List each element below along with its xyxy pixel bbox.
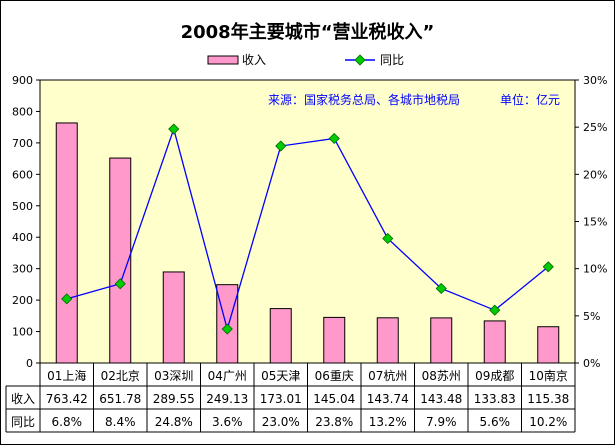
- y-right-tick-label: 10%: [583, 263, 607, 276]
- category-label: 01上海: [47, 368, 86, 383]
- table-cell-income: 143.74: [367, 392, 409, 406]
- table-cell-yoy: 7.9%: [426, 415, 457, 429]
- table-cell-income: 173.01: [260, 392, 302, 406]
- bar-07杭州: [376, 317, 399, 364]
- table-row-label-yoy: 同比: [11, 415, 35, 429]
- bar-02北京: [109, 157, 132, 364]
- category-label: 06重庆: [315, 369, 354, 383]
- bar-03深圳: [162, 271, 185, 364]
- table-cell-yoy: 6.8%: [52, 415, 83, 429]
- y-right-tick-label: 5%: [583, 310, 600, 323]
- legend-marker: [354, 54, 366, 66]
- table-cell-yoy: 8.4%: [105, 415, 136, 429]
- category-label: 05天津: [261, 369, 300, 383]
- table-cell-income: 115.38: [527, 392, 569, 406]
- table-cell-income: 145.04: [313, 392, 355, 406]
- yoy-line: [66, 126, 549, 332]
- legend-label-bar: 收入: [242, 53, 266, 67]
- y-left-tick-label: 500: [12, 200, 33, 213]
- y-axis-right: 0% 5% 10% 15% 20% 25% 30%: [575, 74, 607, 370]
- table-cell-income: 143.48: [420, 392, 462, 406]
- table-cell-yoy: 10.2%: [529, 415, 567, 429]
- yoy-marker-05天津: [275, 140, 287, 152]
- table-cell-income: 763.42: [46, 392, 88, 406]
- y-right-tick-label: 15%: [583, 216, 607, 229]
- bar-09成都: [483, 320, 506, 364]
- bar-08苏州: [430, 317, 453, 364]
- yoy-marker-06重庆: [328, 132, 340, 145]
- legend-label-line: 同比: [380, 53, 404, 67]
- bar-06重庆: [323, 316, 346, 364]
- y-left-tick-label: 600: [12, 168, 33, 181]
- y-axis-left: 0 100 200 300 400 500 600 700 800 900: [12, 74, 40, 370]
- y-left-tick-label: 100: [12, 326, 33, 339]
- y-right-tick-label: 20%: [583, 168, 607, 181]
- category-label: 02北京: [101, 369, 140, 383]
- line-series: [61, 123, 554, 335]
- y-left-tick-label: 900: [12, 74, 33, 87]
- y-left-tick-label: 700: [12, 137, 33, 150]
- table-cell-yoy: 5.6%: [480, 415, 511, 429]
- y-left-tick-label: 200: [12, 294, 33, 307]
- y-right-tick-label: 30%: [583, 74, 607, 87]
- category-label: 07杭州: [368, 368, 407, 383]
- legend-swatch-bar: [207, 55, 239, 65]
- category-label: 03深圳: [154, 369, 193, 383]
- source-note: 来源：国家税务总局、各城市地税局: [268, 92, 460, 107]
- table-row-label-income: 收入: [11, 392, 35, 406]
- y-left-tick-label: 800: [12, 105, 33, 118]
- bar-05天津: [269, 308, 292, 364]
- yoy-marker-01上海: [61, 293, 73, 305]
- bar-10南京: [537, 326, 560, 364]
- y-right-tick-label: 25%: [583, 121, 607, 134]
- y-left-tick-label: 400: [12, 231, 33, 244]
- table-cell-yoy: 23.0%: [262, 415, 300, 429]
- yoy-marker-09成都: [489, 304, 501, 316]
- yoy-marker-10南京: [542, 261, 554, 273]
- category-label: 09成都: [475, 369, 514, 383]
- yoy-marker-02北京: [114, 278, 126, 290]
- chart-title: 2008年主要城市“营业税收入”: [180, 22, 435, 43]
- yoy-marker-04广州: [221, 323, 233, 335]
- y-right-tick-label: 0%: [583, 357, 600, 370]
- unit-note: 单位：亿元: [500, 92, 560, 107]
- table-cell-income: 651.78: [99, 392, 141, 406]
- table-cell-yoy: 23.8%: [315, 415, 353, 429]
- y-left-tick-label: 300: [12, 263, 33, 276]
- yoy-marker-03深圳: [168, 123, 180, 135]
- category-label: 04广州: [208, 369, 247, 383]
- table-cell-yoy: 13.2%: [369, 415, 407, 429]
- table-cell-yoy: 24.8%: [155, 415, 193, 429]
- yoy-marker-08苏州: [435, 282, 447, 295]
- legend: 收入 同比: [207, 53, 404, 67]
- y-left-tick-label: 0: [26, 357, 33, 370]
- yoy-marker-07杭州: [382, 232, 394, 245]
- category-label: 08苏州: [422, 369, 461, 383]
- bar-series: [55, 122, 560, 364]
- table-cell-income: 289.55: [153, 392, 195, 406]
- bar-01上海: [55, 122, 78, 364]
- data-table: 01上海 02北京 03深圳 04广州 05天津 06重庆 07杭州 08苏州 09成都 10南京…: [5, 363, 576, 433]
- table-cell-yoy: 3.6%: [212, 415, 243, 429]
- table-cell-income: 133.83: [474, 392, 516, 406]
- table-cell-income: 249.13: [206, 392, 248, 406]
- category-label: 10南京: [529, 368, 568, 383]
